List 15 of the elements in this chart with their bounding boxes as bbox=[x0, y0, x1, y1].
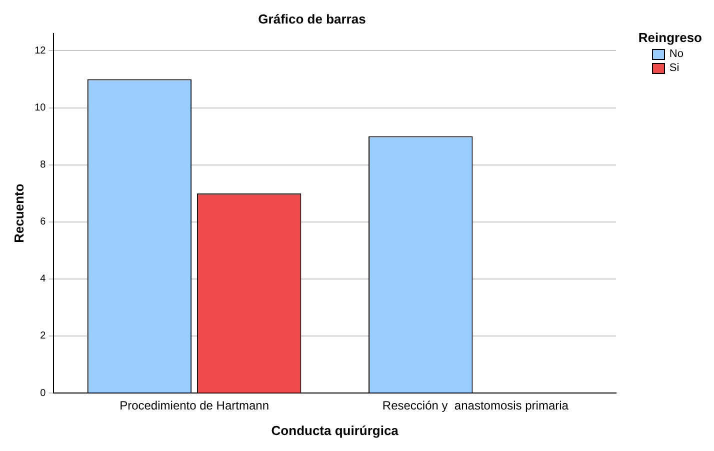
legend-title: Reingreso bbox=[638, 30, 702, 45]
chart-title: Gráfico de barras bbox=[258, 11, 366, 26]
y-tick-label: 0 bbox=[40, 388, 46, 399]
y-tick-label: 4 bbox=[40, 274, 46, 285]
legend-label: Si bbox=[669, 62, 680, 74]
y-tick-label: 12 bbox=[34, 45, 46, 56]
y-tick-label: 10 bbox=[34, 102, 46, 114]
y-tick-label: 2 bbox=[40, 330, 46, 342]
y-axis-title: Recuento bbox=[11, 184, 26, 243]
y-tick-label: 6 bbox=[40, 216, 46, 228]
x-tick-label: Resección y anastomosis primaria bbox=[382, 398, 569, 413]
x-axis-title: Conducta quirúrgica bbox=[271, 422, 400, 438]
y-tick-label: 8 bbox=[40, 160, 46, 171]
legend-label: No bbox=[669, 48, 684, 60]
x-tick-label: Procedimiento de Hartmann bbox=[120, 398, 270, 413]
